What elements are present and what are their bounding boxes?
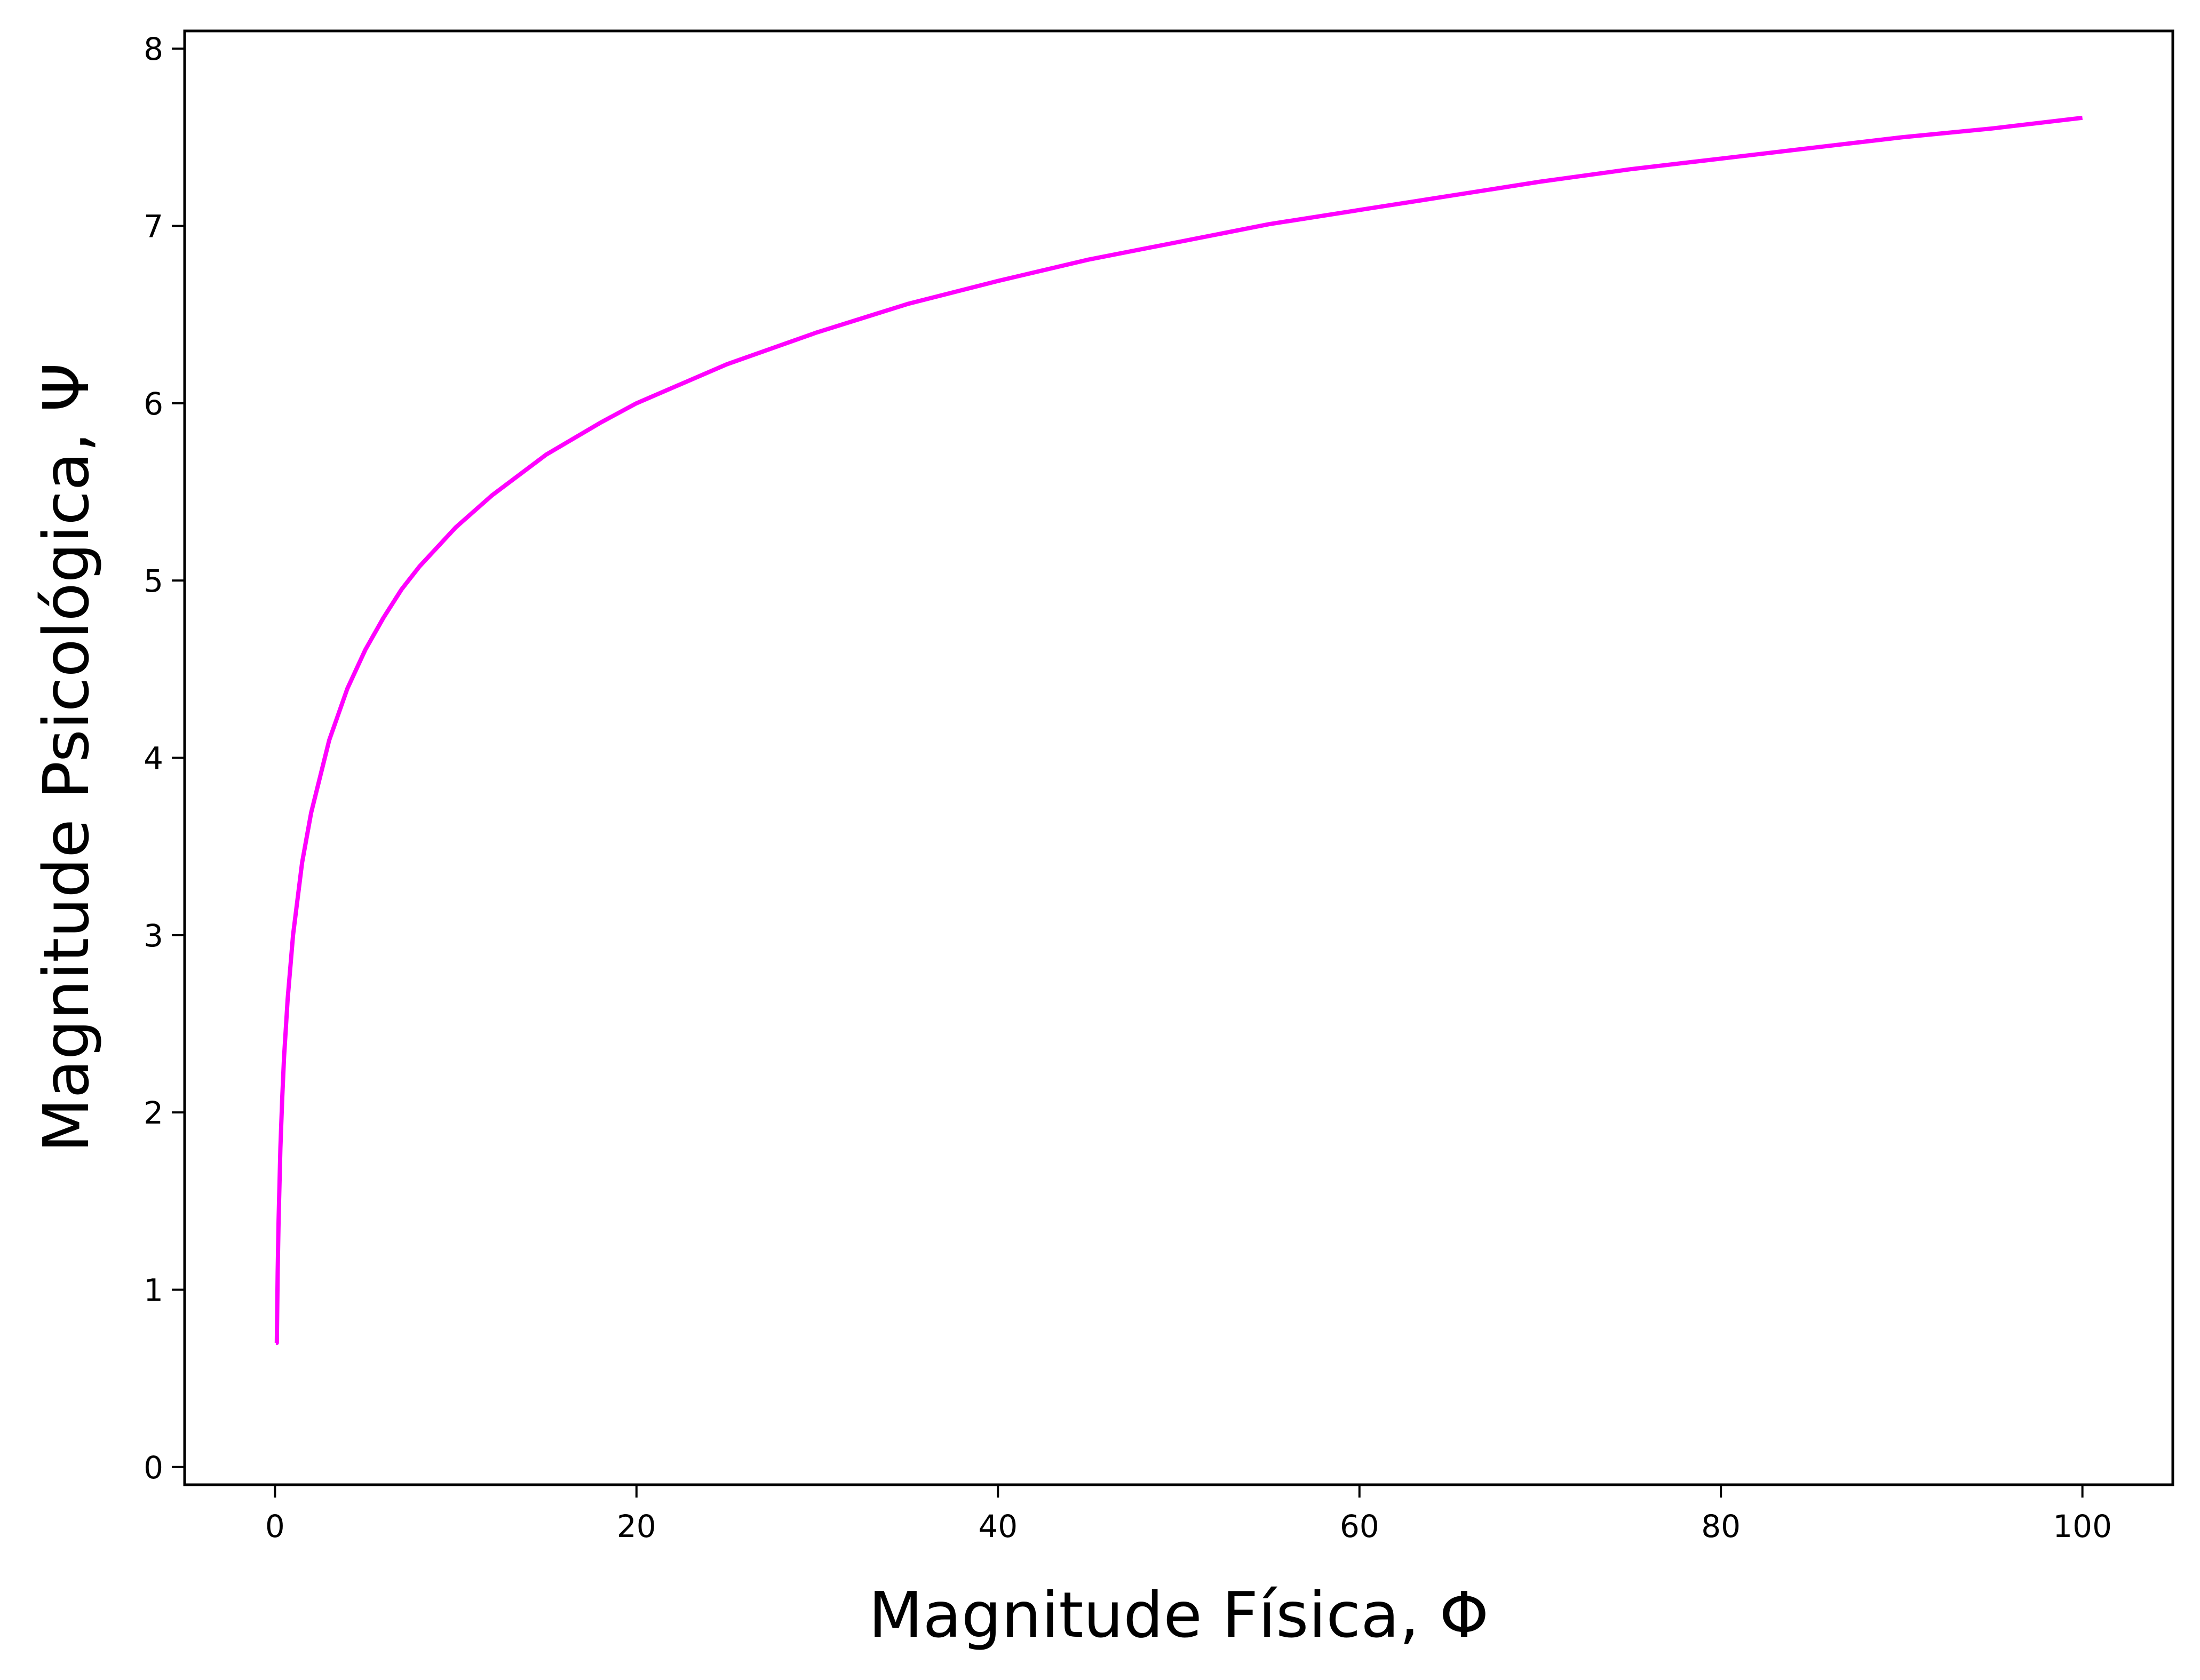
series-line	[274, 115, 2083, 1345]
y-tick-label: 3	[144, 918, 163, 954]
x-tick-label: 100	[2053, 1508, 2112, 1544]
series-layer	[274, 115, 2083, 1345]
x-tick-label: 60	[1340, 1508, 1379, 1544]
y-tick-label: 6	[144, 386, 163, 422]
x-tick-label: 0	[265, 1508, 285, 1544]
x-axis-title: Magnitude Física, Φ	[869, 1578, 1489, 1652]
x-tick-label: 20	[617, 1508, 656, 1544]
y-tick-label: 0	[144, 1450, 163, 1486]
y-tick-label: 8	[144, 31, 163, 67]
y-tick-label: 2	[144, 1095, 163, 1131]
x-axis-ticks: 0 20 40 60 80 100	[265, 1485, 2112, 1544]
x-tick-label: 40	[978, 1508, 1018, 1544]
y-tick-label: 5	[144, 563, 163, 599]
x-tick-label: 80	[1701, 1508, 1741, 1544]
y-tick-label: 7	[144, 209, 163, 245]
y-tick-label: 1	[144, 1272, 163, 1308]
y-axis-title: Magnitude Psicológica, Ψ	[29, 363, 103, 1153]
y-tick-label: 4	[144, 741, 163, 777]
y-axis-ticks: 0 1 2 3 4 5 6 7 8	[144, 31, 185, 1486]
plot-frame	[183, 29, 2174, 1486]
